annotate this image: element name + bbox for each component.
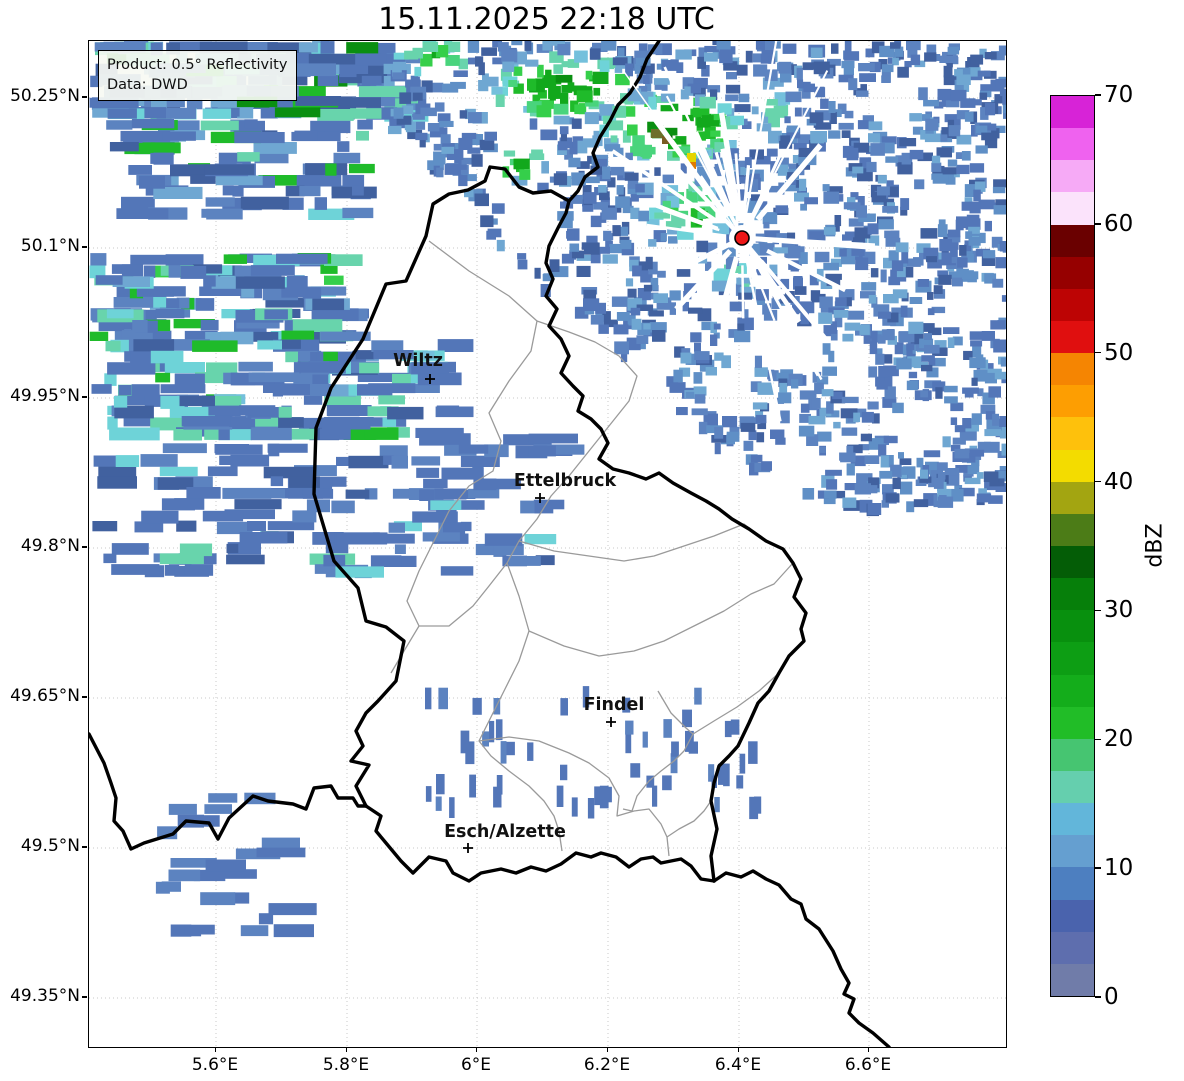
y-tick-label: 49.65°N — [10, 686, 80, 706]
colorbar-tick-mark — [1095, 223, 1101, 225]
colorbar-tick-mark — [1095, 867, 1101, 869]
colorbar — [1050, 95, 1095, 997]
region-borders — [390, 240, 794, 857]
y-tick-mark — [82, 96, 87, 98]
x-tick-mark — [867, 1047, 869, 1052]
colorbar-segment-0-2.5dbz — [1051, 963, 1094, 996]
colorbar-segment-45-47.5dbz — [1051, 385, 1094, 418]
colorbar-segment-67.5-70dbz — [1051, 96, 1094, 129]
colorbar-segment-37.5-40dbz — [1051, 481, 1094, 514]
y-tick-label: 49.8°N — [20, 536, 80, 556]
colorbar-segment-27.5-30dbz — [1051, 610, 1094, 643]
colorbar-tick-label: 50 — [1104, 339, 1134, 366]
city-label: Esch/Alzette — [444, 822, 566, 842]
legend-data-line: Data: DWD — [107, 77, 188, 93]
colorbar-tick-label: 60 — [1104, 210, 1134, 237]
city-label: Ettelbruck — [514, 471, 617, 491]
x-tick-label: 5.8°E — [322, 1055, 370, 1075]
x-tick-mark — [606, 1047, 608, 1052]
y-tick-mark — [82, 996, 87, 998]
colorbar-tick-mark — [1095, 94, 1101, 96]
colorbar-segment-5-7.5dbz — [1051, 899, 1094, 932]
colorbar-tick-label: 40 — [1104, 468, 1134, 495]
colorbar-segment-2.5-5dbz — [1051, 931, 1094, 964]
country-borders — [89, 41, 891, 1047]
colorbar-segment-50-52.5dbz — [1051, 321, 1094, 354]
colorbar-segment-47.5-50dbz — [1051, 353, 1094, 386]
y-tick-mark — [82, 396, 87, 398]
city-plus-marker — [606, 717, 616, 727]
colorbar-tick-mark — [1095, 609, 1101, 612]
y-tick-mark — [82, 696, 87, 698]
map-canvas: Wiltz Ettelbruck Findel Esch/Alzette — [89, 41, 1006, 1047]
legend-product-line: Product: 0.5° Reflectivity — [107, 57, 288, 73]
colorbar-tick-mark — [1095, 996, 1101, 998]
colorbar-tick-mark — [1095, 351, 1101, 354]
colorbar-segment-22.5-25dbz — [1051, 674, 1094, 707]
colorbar-segment-35-37.5dbz — [1051, 513, 1094, 547]
colorbar-segment-60-62.5dbz — [1051, 192, 1094, 225]
x-tick-mark — [737, 1047, 739, 1052]
y-tick-label: 49.35°N — [10, 986, 80, 1006]
colorbar-segment-65-67.5dbz — [1051, 128, 1094, 161]
city-plus-marker — [463, 843, 473, 853]
colorbar-segment-42.5-45dbz — [1051, 417, 1094, 450]
radar-strong-cells — [651, 129, 696, 169]
x-tick-label: 6.2°E — [583, 1055, 631, 1075]
y-tick-label: 50.1°N — [20, 236, 80, 256]
colorbar-segment-52.5-55dbz — [1051, 288, 1094, 322]
colorbar-segment-62.5-65dbz — [1051, 160, 1094, 193]
map-plot-area: Wiltz Ettelbruck Findel Esch/Alzette Produc… — [88, 40, 1007, 1048]
colorbar-tick-label: 30 — [1104, 597, 1134, 624]
radar-site-dot — [734, 230, 750, 246]
colorbar-segment-25-27.5dbz — [1051, 642, 1094, 675]
colorbar-segment-57.5-60dbz — [1051, 224, 1094, 257]
x-tick-label: 6.6°E — [844, 1055, 892, 1075]
y-tick-label: 49.95°N — [10, 386, 80, 406]
colorbar-segment-15-17.5dbz — [1051, 771, 1094, 804]
radar-echo-layer — [89, 41, 1006, 938]
city-label: Findel — [584, 695, 645, 715]
colorbar-segment-30-32.5dbz — [1051, 578, 1094, 611]
colorbar-tick-mark — [1095, 480, 1101, 483]
colorbar-tick-label: 20 — [1104, 726, 1134, 753]
colorbar-segment-17.5-20dbz — [1051, 738, 1094, 772]
figure-title: 15.11.2025 22:18 UTC — [378, 2, 715, 37]
colorbar-segment-10-12.5dbz — [1051, 835, 1094, 868]
y-tick-label: 50.25°N — [10, 86, 80, 106]
colorbar-tick-mark — [1095, 738, 1101, 741]
y-tick-mark — [82, 846, 87, 848]
city-label: Wiltz — [393, 351, 443, 371]
colorbar-tick-label: 70 — [1104, 82, 1134, 108]
x-tick-label: 6°E — [460, 1055, 492, 1075]
colorbar-segment-32.5-35dbz — [1051, 546, 1094, 579]
x-tick-mark — [345, 1047, 347, 1052]
colorbar-segment-40-42.5dbz — [1051, 449, 1094, 482]
x-tick-mark — [214, 1047, 216, 1052]
city-plus-marker — [425, 374, 435, 384]
x-tick-label: 6.4°E — [714, 1055, 762, 1075]
x-tick-label: 5.6°E — [191, 1055, 239, 1075]
y-tick-mark — [82, 546, 87, 548]
city-markers: Wiltz Ettelbruck Findel Esch/Alzette — [393, 351, 644, 853]
colorbar-segment-7.5-10dbz — [1051, 867, 1094, 900]
colorbar-segment-20-22.5dbz — [1051, 706, 1094, 739]
product-legend: Product: 0.5° Reflectivity Data: DWD — [98, 50, 298, 101]
colorbar-tick-label: 10 — [1104, 855, 1134, 882]
y-tick-label: 49.5°N — [20, 836, 80, 856]
y-tick-mark — [82, 246, 87, 248]
x-tick-mark — [475, 1047, 477, 1052]
colorbar-segment-12.5-15dbz — [1051, 803, 1094, 836]
colorbar-segment-55-57.5dbz — [1051, 256, 1094, 289]
city-plus-marker — [535, 493, 545, 503]
radar-spokes — [611, 41, 879, 422]
colorbar-tick-label: 0 — [1104, 984, 1119, 1010]
colorbar-axis-label: dBZ — [1142, 523, 1168, 568]
